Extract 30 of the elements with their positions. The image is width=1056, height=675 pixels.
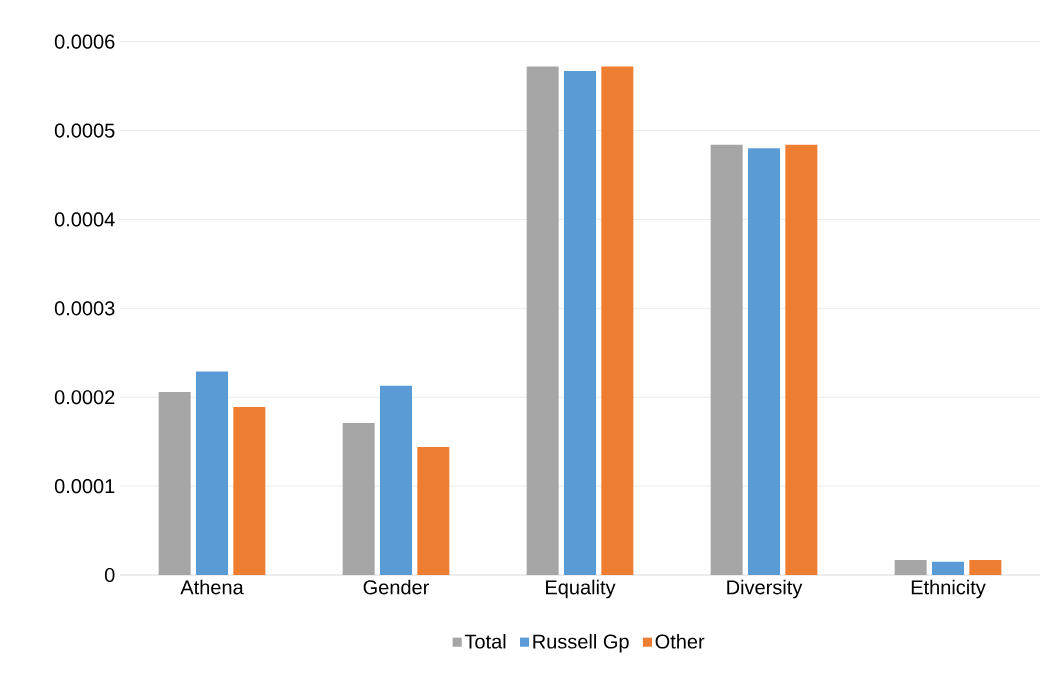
x-tick-label: Equality <box>546 579 616 599</box>
legend-label: Total <box>464 633 506 649</box>
y-tick-label: 0.0002 <box>54 390 115 405</box>
bar <box>969 559 1002 575</box>
bar <box>748 148 780 575</box>
bar <box>932 561 964 575</box>
bar <box>710 144 743 575</box>
y-tick-label: 0.0001 <box>54 479 115 494</box>
y-tick-label: 0.0004 <box>54 212 115 227</box>
bar <box>526 66 559 575</box>
bar <box>564 71 596 575</box>
y-tick-label: 0.0005 <box>54 123 115 138</box>
bar <box>601 66 634 575</box>
x-tick-label: Gender <box>363 579 429 595</box>
x-tick-label: Diversity <box>727 579 803 599</box>
bar <box>785 144 818 575</box>
bar <box>894 559 927 575</box>
bar <box>380 385 412 575</box>
bar <box>417 447 450 575</box>
bar <box>342 423 375 575</box>
y-tick-label: 0 <box>104 567 115 583</box>
x-tick-label: Athena <box>180 579 244 595</box>
bar <box>233 407 266 575</box>
y-tick-label: 0.0006 <box>54 34 115 49</box>
bar <box>196 371 228 575</box>
legend-label: Other <box>655 633 705 649</box>
x-tick-label: Ethnicity <box>911 579 986 599</box>
legend-label: Russell Gp <box>533 633 629 653</box>
y-tick-label: 0.0003 <box>54 301 115 316</box>
bar <box>158 391 191 575</box>
